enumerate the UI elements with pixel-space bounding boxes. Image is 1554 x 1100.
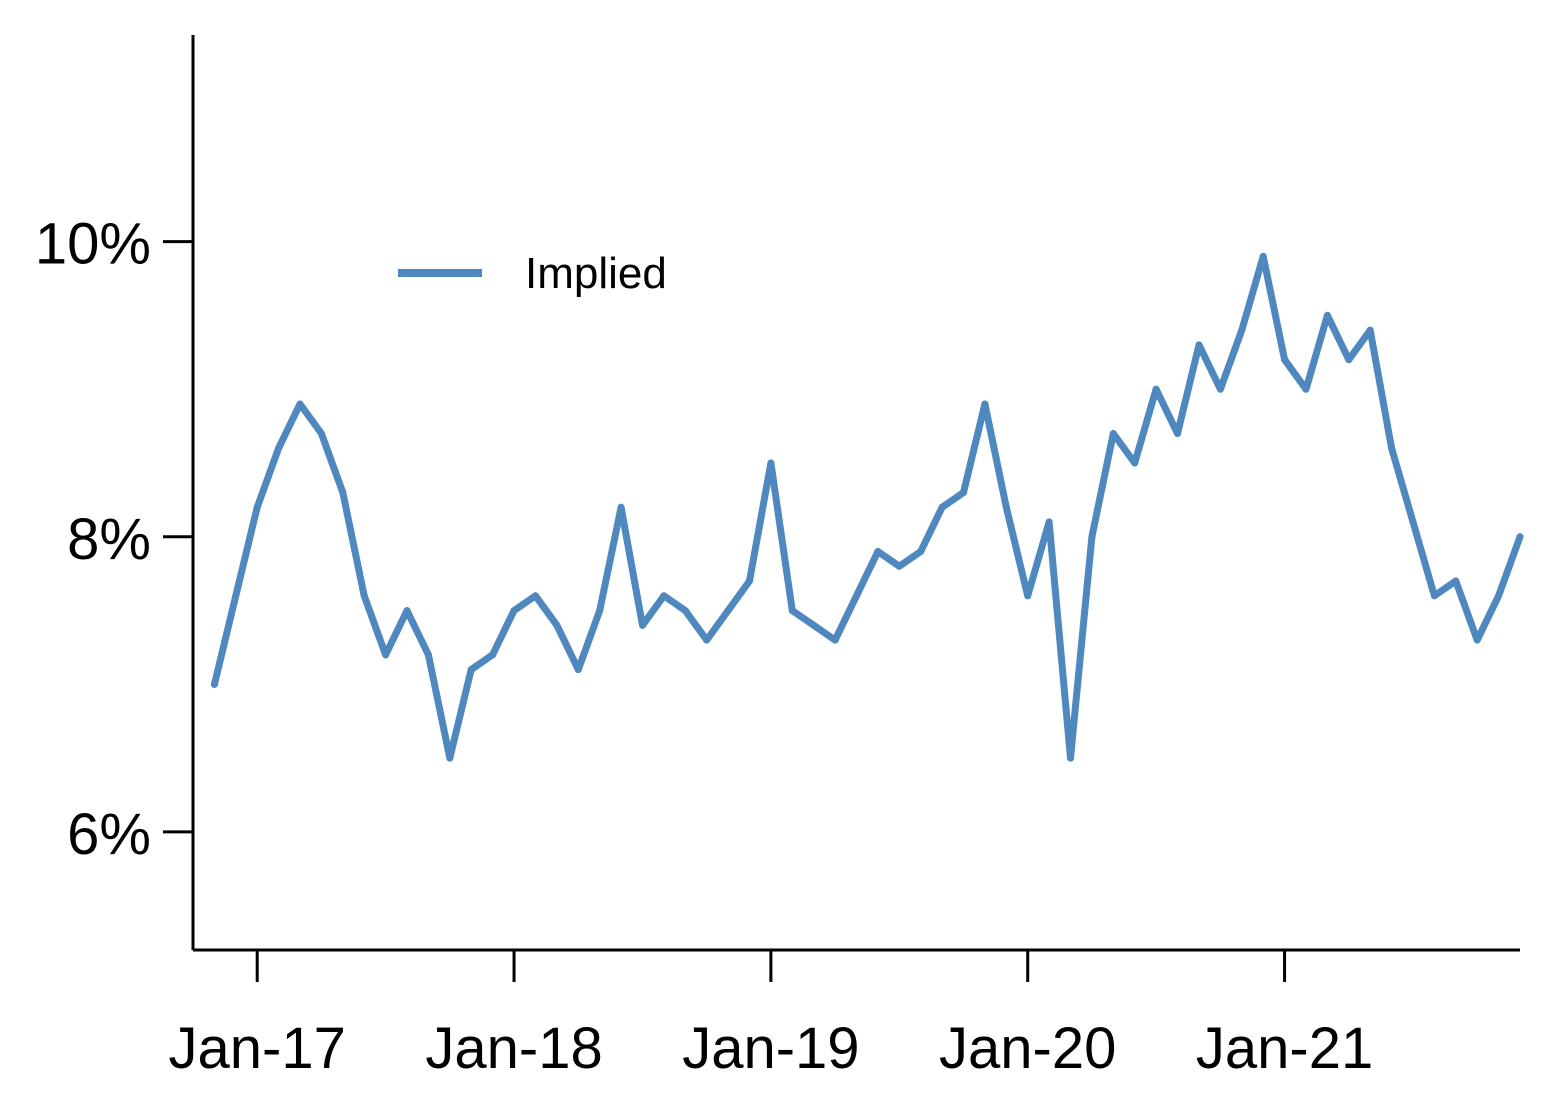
- data-point: [1409, 518, 1417, 526]
- data-point: [403, 607, 411, 615]
- data-point: [489, 651, 497, 659]
- data-point: [1067, 754, 1075, 762]
- data-point: [638, 621, 646, 629]
- data-point: [895, 562, 903, 570]
- data-point: [1281, 356, 1289, 364]
- series-line-implied: [210, 252, 1524, 762]
- data-point: [1366, 326, 1374, 334]
- data-point: [810, 621, 818, 629]
- data-point: [1473, 636, 1481, 644]
- data-point: [938, 503, 946, 511]
- x-tick-label: Jan-20: [939, 1016, 1116, 1081]
- data-point: [296, 400, 304, 408]
- data-point: [510, 607, 518, 615]
- data-point: [1174, 429, 1182, 437]
- y-tick-label: 6%: [67, 802, 151, 867]
- data-point: [831, 636, 839, 644]
- data-point: [745, 577, 753, 585]
- x-tick-label: Jan-17: [169, 1016, 346, 1081]
- x-tick-label: Jan-19: [682, 1016, 859, 1081]
- data-point: [981, 400, 989, 408]
- data-point: [1516, 533, 1524, 541]
- data-point: [275, 444, 283, 452]
- data-point: [917, 548, 925, 556]
- data-point: [617, 503, 625, 511]
- data-point: [1045, 518, 1053, 526]
- data-point: [253, 503, 261, 511]
- data-point: [232, 592, 240, 600]
- data-point: [767, 459, 775, 467]
- ticks: 6% 8% 10% Jan-17 Jan-18 Jan-19 Jan-20 Jan-21: [35, 212, 1373, 1081]
- data-point: [1131, 459, 1139, 467]
- data-point: [1195, 341, 1203, 349]
- data-point: [874, 548, 882, 556]
- data-point: [1216, 385, 1224, 393]
- legend: Implied: [398, 249, 667, 298]
- data-point: [317, 429, 325, 437]
- data-point: [660, 592, 668, 600]
- data-point: [724, 607, 732, 615]
- data-point: [446, 754, 454, 762]
- data-point: [1002, 503, 1010, 511]
- data-point: [360, 592, 368, 600]
- data-point: [1024, 592, 1032, 600]
- data-point: [1430, 592, 1438, 600]
- data-point: [382, 651, 390, 659]
- x-tick-label: Jan-21: [1196, 1016, 1373, 1081]
- data-point: [531, 592, 539, 600]
- data-point: [853, 592, 860, 600]
- data-point: [553, 621, 561, 629]
- data-point: [339, 489, 347, 496]
- axes: [191, 35, 1520, 952]
- data-point: [424, 651, 432, 659]
- y-tick-label: 8%: [67, 507, 151, 572]
- data-point: [1302, 385, 1310, 393]
- y-tick-label: 10%: [35, 212, 151, 277]
- data-point: [1109, 429, 1117, 437]
- data-point: [1323, 311, 1331, 319]
- data-point: [574, 666, 582, 674]
- data-point: [703, 636, 711, 644]
- data-point: [1152, 385, 1160, 393]
- x-tick-label: Jan-18: [425, 1016, 602, 1081]
- series-layer: [210, 252, 1524, 762]
- data-point: [596, 607, 604, 615]
- data-point: [1495, 592, 1503, 600]
- data-point: [1452, 577, 1460, 585]
- data-point: [1388, 444, 1396, 452]
- data-point: [788, 607, 796, 615]
- data-point: [1259, 252, 1267, 260]
- data-point: [1345, 356, 1353, 364]
- data-point: [210, 680, 218, 688]
- data-point: [1088, 533, 1096, 541]
- legend-label: Implied: [525, 249, 667, 298]
- data-point: [681, 607, 689, 615]
- data-point: [1238, 326, 1246, 334]
- data-point: [960, 489, 968, 496]
- data-point: [467, 666, 475, 674]
